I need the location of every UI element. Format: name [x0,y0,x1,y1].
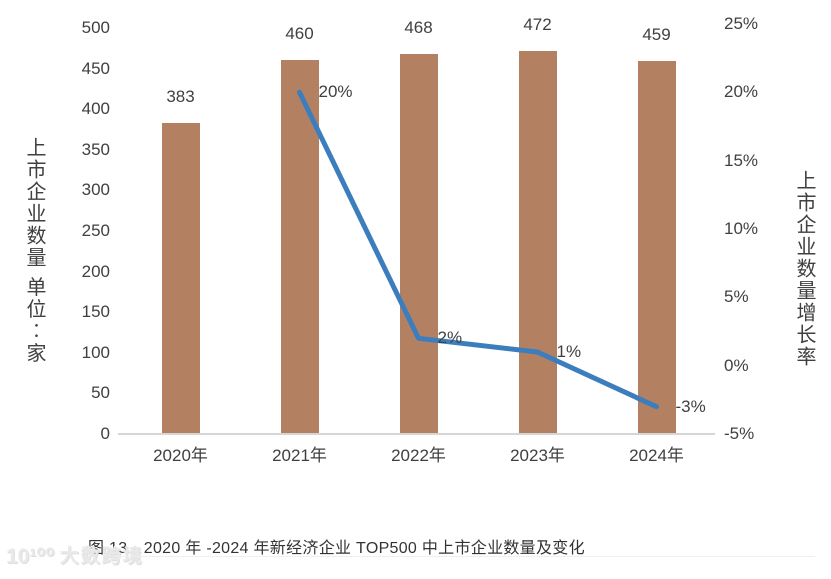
x-axis-label-2020年: 2020年 [153,446,208,465]
right-axis-tick: 15% [724,150,759,170]
x-axis-label-2022年: 2022年 [391,446,446,465]
right-axis-tick: 25% [724,14,759,33]
watermark-logo-icon: 10¹⁰⁰ [6,545,55,568]
right-axis-title: 上市企业数量增长率 [793,170,815,368]
x-axis-label-2021年: 2021年 [272,446,327,465]
right-axis-tick: 20% [724,82,759,102]
left-axis-tick: 300 [81,180,110,200]
bar-2021年 [280,60,319,434]
left-axis-tick: 0 [100,424,110,443]
bar-value-label: 383 [166,87,195,106]
left-axis-tick: 350 [81,139,110,159]
left-axis-title: 上市企业数量 单位︰家 [23,137,45,365]
left-axis-tick: 500 [81,18,110,37]
left-axis-tick: 100 [81,342,110,362]
figure-caption: 图 13 2020 年 -2024 年新经济企业 TOP500 中上市企业数量及… [88,540,585,557]
bar-value-label: 460 [285,24,314,44]
line-point-label: 20% [318,82,353,102]
bar-2024年 [637,61,676,434]
line-point-label: -3% [675,396,706,416]
bar-2022年 [399,53,438,434]
left-axis-tick: 150 [81,302,110,322]
right-axis-tick: 5% [724,287,749,307]
x-axis-line [118,433,715,435]
bar-value-label: 459 [642,25,671,45]
bar-2020年 [161,123,200,434]
x-axis-label-2023年: 2023年 [510,446,565,465]
bar-value-label: 472 [523,14,552,34]
bar-2023年 [518,50,557,434]
watermark: 10¹⁰⁰ 大数跨境 [6,545,144,569]
left-axis-tick: 250 [81,221,110,240]
right-axis-tick: -5% [724,424,755,443]
growth-line-path [297,89,659,410]
bar-value-label: 468 [404,17,433,37]
line-point-label: 1% [556,342,582,361]
watermark-text: 大数跨境 [59,546,144,567]
left-axis-tick: 400 [81,99,110,119]
page-divider-line [115,556,815,557]
left-axis-tick: 450 [81,58,110,78]
x-axis-label-2024年: 2024年 [629,446,684,465]
right-axis-tick: 10% [724,219,759,238]
left-axis-tick: 200 [81,261,110,281]
line-point-label: 2% [437,328,463,348]
right-axis-tick: 0% [724,355,749,375]
left-axis-tick: 50 [91,383,110,403]
